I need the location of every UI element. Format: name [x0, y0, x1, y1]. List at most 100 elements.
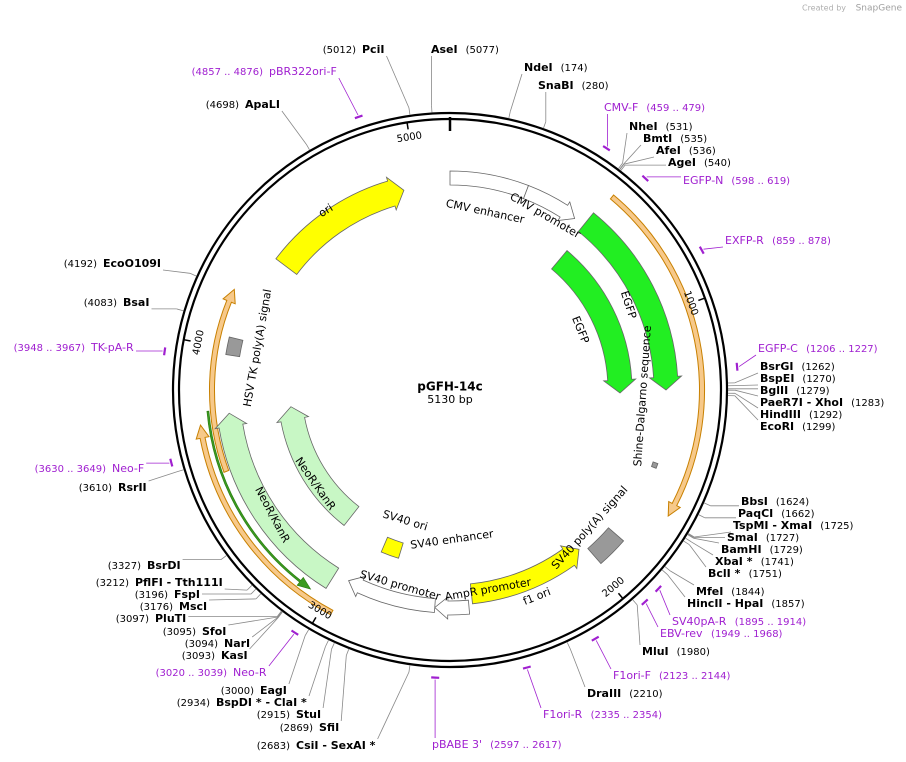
feature-8: [434, 596, 471, 620]
orf-arc: [206, 410, 312, 590]
site-name: CsiI - SexAI *: [296, 739, 376, 752]
primer-name: EGFP-N: [683, 174, 723, 187]
site-name: FspI: [174, 588, 200, 601]
ruler-label: 5000: [396, 130, 423, 145]
primer-name: SV40pA-R: [672, 615, 727, 628]
primer-mark: [735, 362, 739, 371]
site-tick: [620, 164, 626, 171]
site-position: (1980): [677, 647, 710, 658]
site-name: SnaBI: [538, 79, 574, 92]
site-position: (5012): [323, 45, 356, 56]
primer-leader: [595, 640, 612, 670]
site-position: (1741): [761, 557, 794, 568]
primer-name: EXFP-R: [725, 234, 764, 247]
site-name: BsrGI: [760, 360, 793, 373]
site-name: TspMI - XmaI: [733, 519, 812, 532]
site-name: XbaI *: [715, 555, 753, 568]
site-tick: [277, 611, 283, 618]
primer-position: (1206 .. 1227): [806, 344, 878, 355]
site-name: EagI: [260, 684, 287, 697]
site-tick: [661, 569, 668, 575]
ruler-tick: [406, 122, 409, 130]
site-name: BspEI: [760, 372, 794, 385]
site-position: (1725): [820, 521, 853, 532]
site-leader: [734, 392, 759, 409]
primer-name: EBV-rev: [660, 627, 703, 640]
site-tick: [176, 469, 184, 473]
site-name: BmtI: [643, 132, 672, 145]
site-tick: [331, 642, 335, 650]
site-tick: [345, 648, 350, 656]
feature-14: [225, 336, 244, 358]
site-name: NdeI: [524, 61, 553, 74]
site-leader: [622, 132, 628, 164]
site-name: SmaI: [727, 531, 758, 544]
primer-leader: [527, 669, 542, 709]
site-tick: [703, 502, 711, 507]
site-leader: [288, 635, 306, 685]
site-position: (4192): [64, 259, 97, 270]
site-tick: [305, 143, 311, 151]
site-leader: [734, 372, 759, 384]
primer-name: Neo-F: [112, 462, 144, 475]
site-leader: [689, 544, 707, 568]
site-position: (1844): [731, 587, 764, 598]
primer-mark: [641, 174, 649, 182]
site-name: AgeI: [668, 156, 696, 169]
site-position: (3095): [163, 627, 196, 638]
site-position: (3327): [108, 561, 141, 572]
site-position: (1262): [801, 362, 834, 373]
site-leader: [623, 144, 642, 165]
site-name: BsaI: [123, 296, 149, 309]
site-position: (536): [689, 146, 716, 157]
site-leader: [694, 531, 732, 538]
site-position: (3097): [116, 614, 149, 625]
site-tick: [687, 533, 695, 538]
site-tick: [664, 566, 671, 572]
site-name: HincII - HpaI: [687, 597, 763, 610]
site-position: (1270): [802, 374, 835, 385]
site-position: (174): [561, 63, 588, 74]
site-position: (2210): [629, 689, 662, 700]
ruler-tick: [698, 297, 706, 302]
site-tick: [220, 555, 227, 560]
site-position: (2869): [280, 723, 313, 734]
site-position: (2934): [177, 698, 210, 709]
site-position: (1292): [809, 410, 842, 421]
site-tick: [566, 641, 571, 649]
primer-leader: [703, 246, 724, 250]
site-tick: [683, 540, 690, 546]
site-position: (3094): [185, 639, 218, 650]
site-position: (3000): [221, 686, 254, 697]
feature-13: [275, 406, 360, 527]
site-tick: [246, 584, 253, 591]
site-leader: [228, 616, 278, 626]
primer-binding-arc: [209, 288, 236, 473]
primer-leader: [738, 354, 757, 367]
site-tick: [408, 107, 411, 115]
site-leader: [251, 616, 279, 638]
site-position: (3196): [135, 590, 168, 601]
site-leader: [322, 649, 332, 709]
site-leader: [224, 588, 248, 591]
site-name: PaeR7I - XhoI: [760, 396, 843, 409]
primer-position: (3948 .. 3967): [14, 343, 86, 354]
primer-mark: [163, 347, 167, 356]
site-leader: [734, 384, 759, 386]
site-position: (3212): [96, 578, 129, 589]
site-leader: [209, 598, 257, 601]
primer-name: pBR322ori-F: [269, 65, 337, 78]
site-position: (5077): [466, 45, 499, 56]
site-tick: [632, 599, 638, 606]
site-name: BbsI: [741, 495, 768, 508]
site-tick: [619, 163, 625, 171]
site-leader: [308, 646, 326, 697]
site-tick: [618, 162, 623, 169]
primer-leader: [338, 77, 359, 116]
site-name: RsrII: [118, 481, 147, 494]
primer-name: EGFP-C: [758, 342, 798, 355]
site-tick: [250, 588, 257, 595]
site-name: BclI *: [708, 567, 741, 580]
primer-name: pBABE 3': [432, 738, 482, 751]
site-tick: [687, 533, 695, 538]
